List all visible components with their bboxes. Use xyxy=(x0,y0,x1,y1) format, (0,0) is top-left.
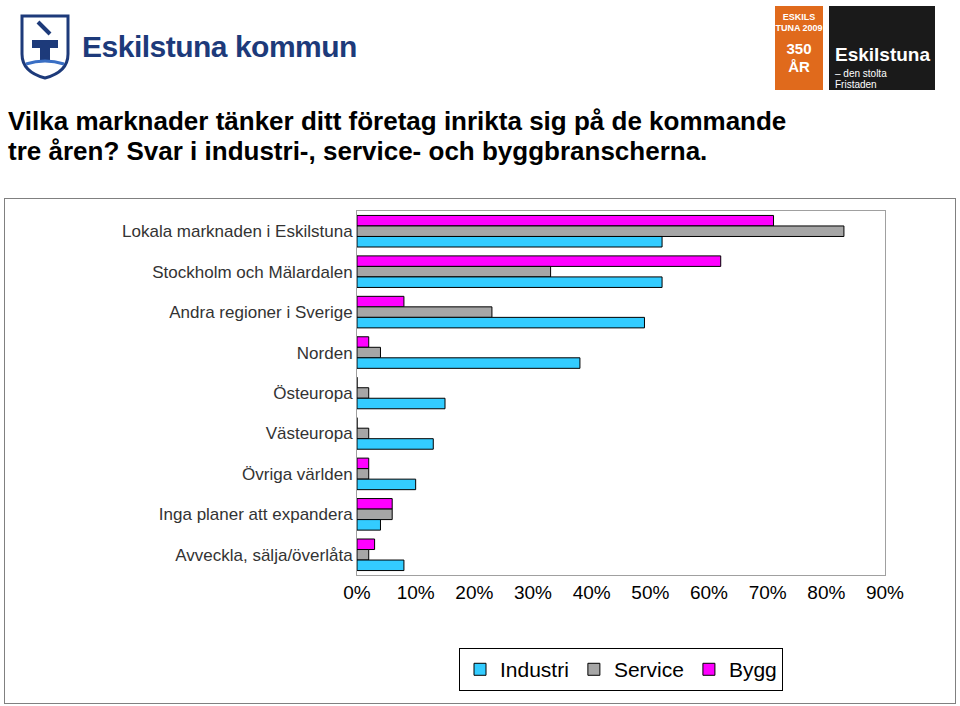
svg-text:50%: 50% xyxy=(631,582,669,603)
svg-text:60%: 60% xyxy=(690,582,728,603)
svg-text:Avveckla, sälja/överlåta: Avveckla, sälja/överlåta xyxy=(175,546,353,565)
svg-text:80%: 80% xyxy=(807,582,845,603)
svg-text:Service: Service xyxy=(614,658,684,681)
html-text:Eskilstuna: Eskilstuna xyxy=(835,44,930,65)
svg-text:40%: 40% xyxy=(573,582,611,603)
html-text:350 ÅR: 350 ÅR xyxy=(786,40,812,75)
svg-text:Andra regioner i Sverige: Andra regioner i Sverige xyxy=(169,303,352,322)
svg-text:Norden: Norden xyxy=(297,344,353,363)
svg-text:20%: 20% xyxy=(455,582,493,603)
svg-text:30%: 30% xyxy=(514,582,552,603)
svg-text:Inga planer att expandera: Inga planer att expandera xyxy=(159,505,353,524)
svg-text:Industri: Industri xyxy=(500,658,569,681)
html-text:– den stolta Fristaden: – den stolta Fristaden xyxy=(835,68,887,90)
svg-text:Lokala marknaden i Eskilstuna: Lokala marknaden i Eskilstuna xyxy=(122,222,353,241)
svg-text:Bygg: Bygg xyxy=(729,658,777,681)
html-text:Eskilstuna kommun: Eskilstuna kommun xyxy=(82,30,357,63)
html-text:ESKILS TUNA 2009: ESKILS TUNA 2009 xyxy=(775,12,823,33)
svg-text:Stockholm och Mälardalen: Stockholm och Mälardalen xyxy=(152,263,352,282)
svg-text:Västeuropa: Västeuropa xyxy=(266,424,353,443)
svg-text:70%: 70% xyxy=(749,582,787,603)
svg-text:0%: 0% xyxy=(343,582,371,603)
svg-text:Övriga världen: Övriga världen xyxy=(242,465,353,484)
svg-text:90%: 90% xyxy=(866,582,904,603)
svg-text:Östeuropa: Östeuropa xyxy=(273,384,353,403)
html-text:Vilka marknader tänker ditt fö: Vilka marknader tänker ditt företag inri… xyxy=(8,106,787,166)
svg-text:10%: 10% xyxy=(397,582,435,603)
